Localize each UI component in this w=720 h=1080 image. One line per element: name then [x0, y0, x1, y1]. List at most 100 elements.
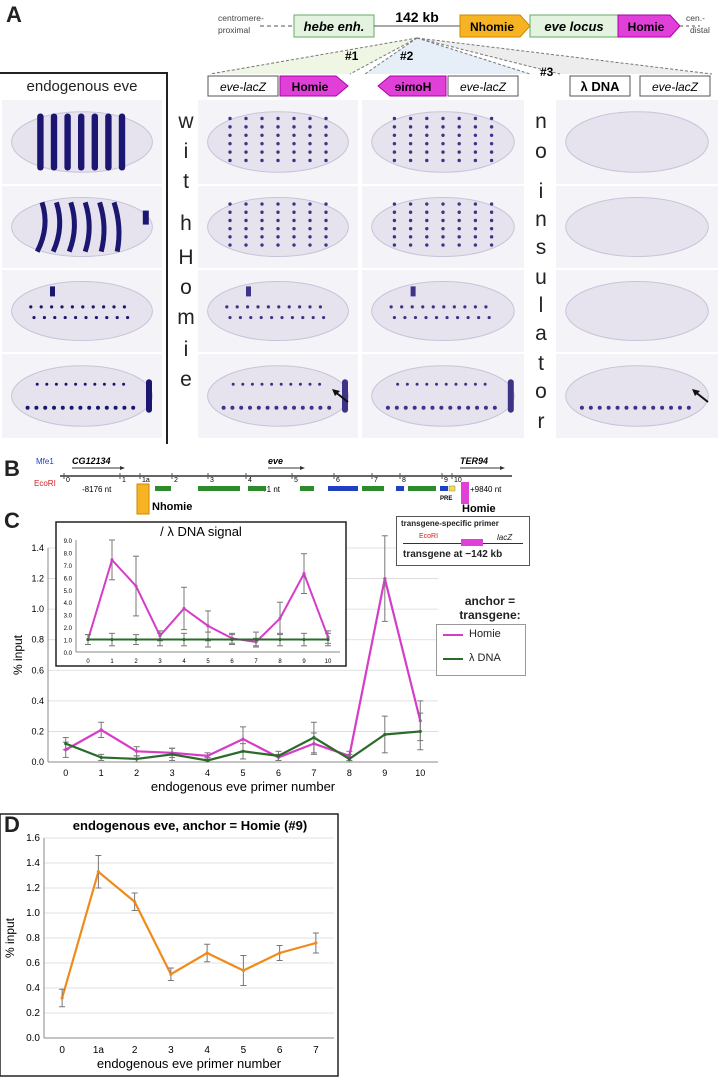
- x-tick-label: 9: [382, 768, 387, 778]
- data-point: [133, 900, 137, 904]
- data-point: [96, 870, 100, 874]
- with-homie-letter: w: [178, 110, 194, 133]
- y-tick-label: 5.0: [64, 589, 73, 595]
- construct-3-number: #3: [540, 65, 554, 79]
- primer-number-label: 4: [248, 477, 252, 484]
- embryo-image: [198, 186, 358, 268]
- x-tick-label: 4: [182, 659, 186, 665]
- data-point: [110, 558, 114, 562]
- y-tick-label: 1.0: [26, 908, 40, 919]
- with-homie-letter: e: [180, 368, 192, 391]
- panel-a-label: A: [6, 2, 22, 27]
- x-tick-label: 7: [254, 659, 258, 665]
- endogenous-eve-frame: [0, 72, 168, 444]
- primer-number-label: 1: [122, 477, 126, 484]
- embryo-image: [198, 270, 358, 352]
- x-tick-label: 3: [170, 768, 175, 778]
- y-tick-label: 0.0: [64, 651, 73, 657]
- embryo-image: [556, 186, 718, 268]
- construct-3-lacz-label: eve-lacZ: [652, 80, 699, 94]
- embryo-image: [198, 354, 358, 438]
- inset-title: / λ DNA signal: [160, 524, 242, 539]
- construct-2-homie-label: Homie: [394, 80, 431, 94]
- data-point: [99, 755, 103, 760]
- construct-1-homie-label: Homie: [292, 80, 329, 94]
- legend-title-1: anchor =: [464, 594, 516, 608]
- no-insulator-letter: r: [537, 410, 545, 433]
- distal-label-2: distal: [690, 25, 710, 35]
- y-tick-label: 0.4: [31, 696, 44, 706]
- with-homie-letter: H: [178, 246, 194, 269]
- endogenous-eve-title: endogenous eve: [26, 78, 138, 95]
- primer-number-label: 0: [66, 477, 70, 484]
- x-tick-label: 4: [204, 1045, 210, 1056]
- homie-map-label: Homie: [462, 503, 496, 515]
- construct-3-lacz-box: [639, 75, 711, 97]
- mid-position-label: +1 nt: [262, 485, 281, 494]
- ter94-label: TER94: [460, 456, 488, 466]
- data-point: [241, 968, 245, 973]
- x-tick-label: 3: [168, 1045, 174, 1056]
- legend-lambda: λ DNA: [469, 652, 501, 664]
- series-line: [61, 869, 317, 999]
- primer-number-label: 3: [210, 477, 214, 484]
- x-axis-label: endogenous eve primer number: [97, 1056, 282, 1071]
- embryo-image: [362, 186, 524, 268]
- construct-2-lacz-label: eve-lacZ: [460, 80, 507, 94]
- embryo-image: [362, 354, 524, 438]
- y-tick-label: 2.0: [64, 626, 73, 632]
- x-tick-label: 1a: [93, 1045, 105, 1056]
- panel-d-frame: [0, 813, 339, 1077]
- x-tick-label: 8: [278, 659, 282, 665]
- data-point: [241, 737, 245, 741]
- data-point: [312, 735, 316, 740]
- no-insulator-letter: i: [538, 180, 544, 203]
- construct-2-lacz-box: [447, 75, 519, 97]
- chart-d: endogenous eve, anchor = Homie (#9) 0.0 0.…: [0, 813, 339, 1077]
- nhomie-box: [136, 483, 150, 515]
- legend-title-2: transgene:: [459, 608, 521, 622]
- y-tick-label: 0.8: [31, 635, 44, 645]
- x-axis-label: endogenous eve primer number: [151, 779, 336, 794]
- embryo-image: [2, 354, 162, 438]
- x-tick-label: 7: [311, 768, 316, 778]
- arrow-icon: [330, 388, 350, 409]
- y-axis-label: % input: [3, 917, 17, 958]
- data-point: [64, 742, 68, 746]
- primer-number-label: 10: [454, 477, 462, 484]
- x-tick-label: 3: [158, 659, 162, 665]
- with-homie-letter: t: [183, 170, 189, 193]
- hebe-label: hebe enh.: [304, 19, 365, 34]
- homie-box: [461, 482, 469, 504]
- x-tick-label: 4: [205, 768, 210, 778]
- nhomie-label: Nhomie: [470, 20, 514, 34]
- embryo-image: [2, 270, 162, 352]
- with-homie-letter: h: [180, 212, 192, 235]
- y-tick-label: 0.6: [31, 665, 44, 675]
- primer-box-caption: transgene at −142 kb: [403, 549, 503, 560]
- y-tick-label: 6.0: [64, 576, 73, 582]
- y-tick-label: 9.0: [64, 539, 73, 545]
- data-point: [278, 951, 282, 955]
- embryo-image: [556, 100, 718, 184]
- y-axis-label: % input: [11, 634, 25, 675]
- data-point: [60, 996, 64, 1000]
- no-insulator-letter: u: [535, 266, 547, 289]
- with-homie-letter: o: [180, 276, 192, 299]
- primer-box-title: transgene-specific primer: [401, 519, 499, 528]
- y-tick-label: 1.2: [26, 883, 40, 894]
- primer-number-label: 2: [174, 477, 178, 484]
- inset-frame: [55, 521, 347, 667]
- x-tick-label: 8: [347, 768, 352, 778]
- no-insulator-letter: n: [535, 208, 547, 231]
- construct-1-homie-arrow: [279, 75, 349, 97]
- x-tick-label: 2: [134, 659, 138, 665]
- x-tick-label: 2: [132, 1045, 138, 1056]
- y-tick-label: 1.2: [31, 574, 44, 584]
- data-point: [347, 757, 351, 761]
- embryo-image: [362, 100, 524, 184]
- eve-locus-map: Mfe1 EcoRI CG12134 eve TER94 -8176 nt +1…: [34, 456, 512, 515]
- data-point: [169, 972, 173, 976]
- chart-c-legend: Homie λ DNA: [436, 624, 526, 676]
- data-point: [326, 637, 330, 642]
